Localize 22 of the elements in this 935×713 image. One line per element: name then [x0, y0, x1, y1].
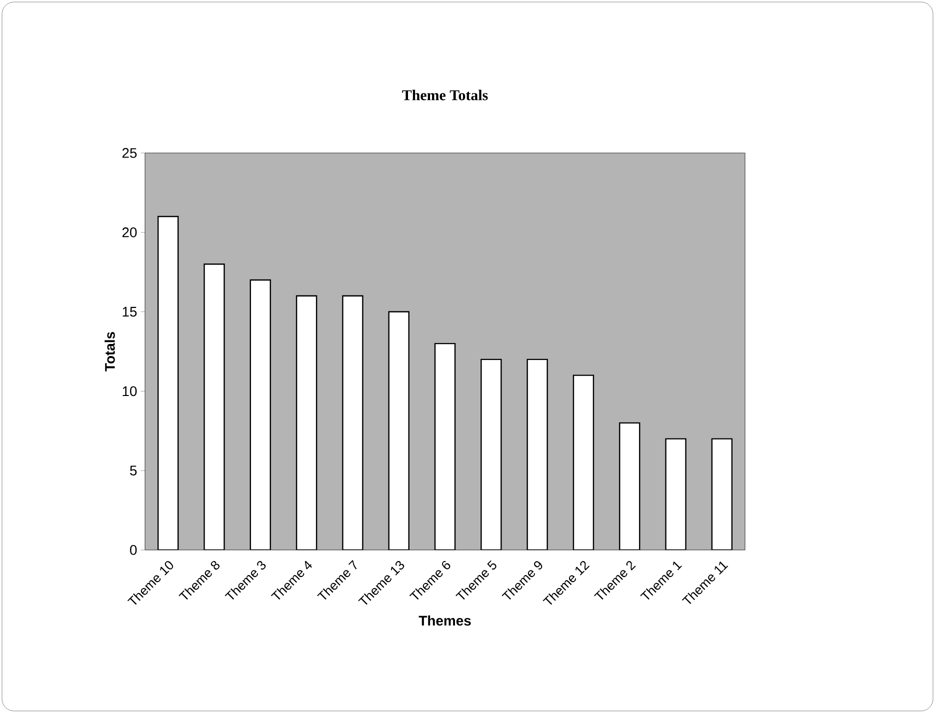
y-axis-title: Totals — [104, 332, 115, 372]
bar — [157, 216, 179, 550]
bar — [204, 264, 225, 550]
bar — [619, 422, 640, 550]
bar — [711, 438, 733, 550]
bar — [572, 374, 594, 550]
x-axis-title: Themes — [418, 615, 471, 626]
y-tick-label: 10 — [122, 386, 137, 396]
bar — [526, 358, 548, 550]
bar — [342, 295, 364, 550]
y-tick-label: 0 — [130, 545, 137, 555]
y-tick-label: 20 — [122, 227, 137, 238]
bar — [388, 311, 410, 550]
bar — [296, 295, 318, 550]
bar — [434, 342, 456, 550]
y-tick-label: 5 — [130, 466, 137, 476]
bar — [665, 438, 686, 550]
y-tick-label: 25 — [122, 148, 137, 158]
y-tick-label: 15 — [122, 306, 137, 317]
bar — [250, 279, 271, 550]
bar — [480, 358, 502, 550]
chart-title: Theme Totals — [402, 90, 488, 100]
